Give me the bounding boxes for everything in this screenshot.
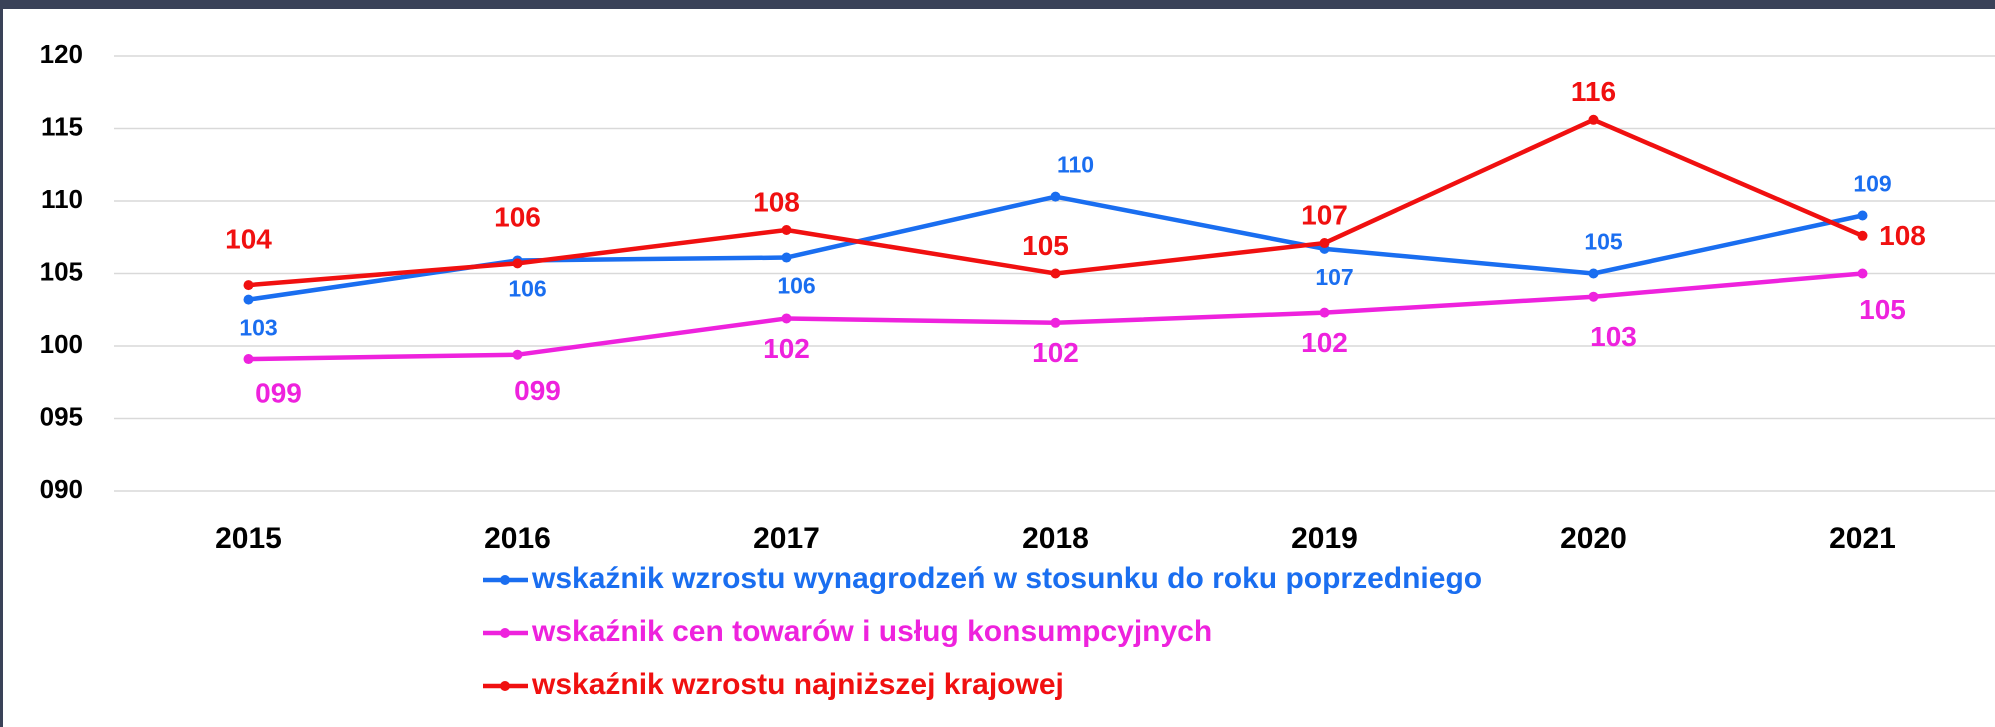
y-tick-label: 105 [40, 256, 83, 286]
x-tick-label: 2021 [1829, 522, 1896, 555]
data-label: 107 [1315, 264, 1353, 290]
data-label: 109 [1853, 171, 1891, 197]
data-point [512, 349, 523, 360]
data-point [1857, 230, 1868, 241]
data-point [1857, 210, 1868, 221]
data-label: 106 [777, 273, 815, 299]
data-label: 105 [1859, 294, 1906, 325]
data-point [1588, 114, 1599, 125]
data-point [243, 354, 254, 365]
x-tick-label: 2018 [1022, 522, 1089, 555]
data-point [1588, 268, 1599, 279]
x-tick-label: 2020 [1560, 522, 1627, 555]
data-point [243, 280, 254, 291]
y-tick-label: 115 [41, 111, 83, 141]
legend-marker [500, 681, 510, 691]
y-tick-label: 110 [41, 184, 83, 214]
y-tick-label: 120 [40, 39, 83, 69]
legend-label: wskaźnik wzrostu najniższej krajowej [531, 668, 1064, 701]
data-label: 107 [1301, 199, 1348, 230]
data-label: 099 [255, 377, 302, 408]
legend-marker [500, 575, 510, 585]
data-label: 105 [1022, 230, 1069, 261]
data-label: 110 [1057, 152, 1094, 178]
data-label: 106 [508, 276, 546, 302]
data-label: 104 [225, 223, 272, 254]
data-point [1050, 317, 1061, 328]
data-point [781, 313, 792, 324]
data-label: 105 [1584, 229, 1623, 255]
data-point [1319, 238, 1330, 249]
data-point [243, 294, 254, 305]
data-label: 108 [1879, 220, 1926, 251]
data-label: 106 [494, 202, 541, 233]
x-tick-label: 2016 [484, 522, 551, 555]
data-point [781, 252, 792, 263]
x-tick-label: 2019 [1291, 522, 1358, 555]
data-point [1050, 268, 1061, 279]
x-tick-label: 2015 [215, 522, 282, 555]
data-label: 102 [1301, 327, 1348, 358]
x-tick-label: 2017 [753, 522, 820, 555]
legend-label: wskaźnik cen towarów i usług konsumpcyjn… [531, 615, 1212, 648]
data-label: 102 [1032, 337, 1079, 368]
data-point [1588, 291, 1599, 302]
y-tick-label: 095 [40, 401, 83, 431]
data-point [1857, 268, 1868, 279]
data-point [1319, 307, 1330, 318]
data-label: 108 [753, 186, 800, 217]
data-point [1050, 191, 1061, 202]
y-tick-label: 090 [40, 474, 83, 504]
data-point [781, 225, 792, 235]
legend-marker [500, 628, 510, 638]
data-label: 099 [514, 375, 561, 406]
data-label: 116 [1571, 76, 1616, 107]
data-label: 103 [239, 315, 277, 341]
y-tick-label: 100 [40, 329, 83, 359]
data-point [512, 258, 523, 269]
legend-label: wskaźnik wzrostu wynagrodzeń w stosunku … [531, 562, 1482, 595]
data-label: 102 [763, 333, 810, 364]
data-label: 103 [1590, 321, 1637, 352]
